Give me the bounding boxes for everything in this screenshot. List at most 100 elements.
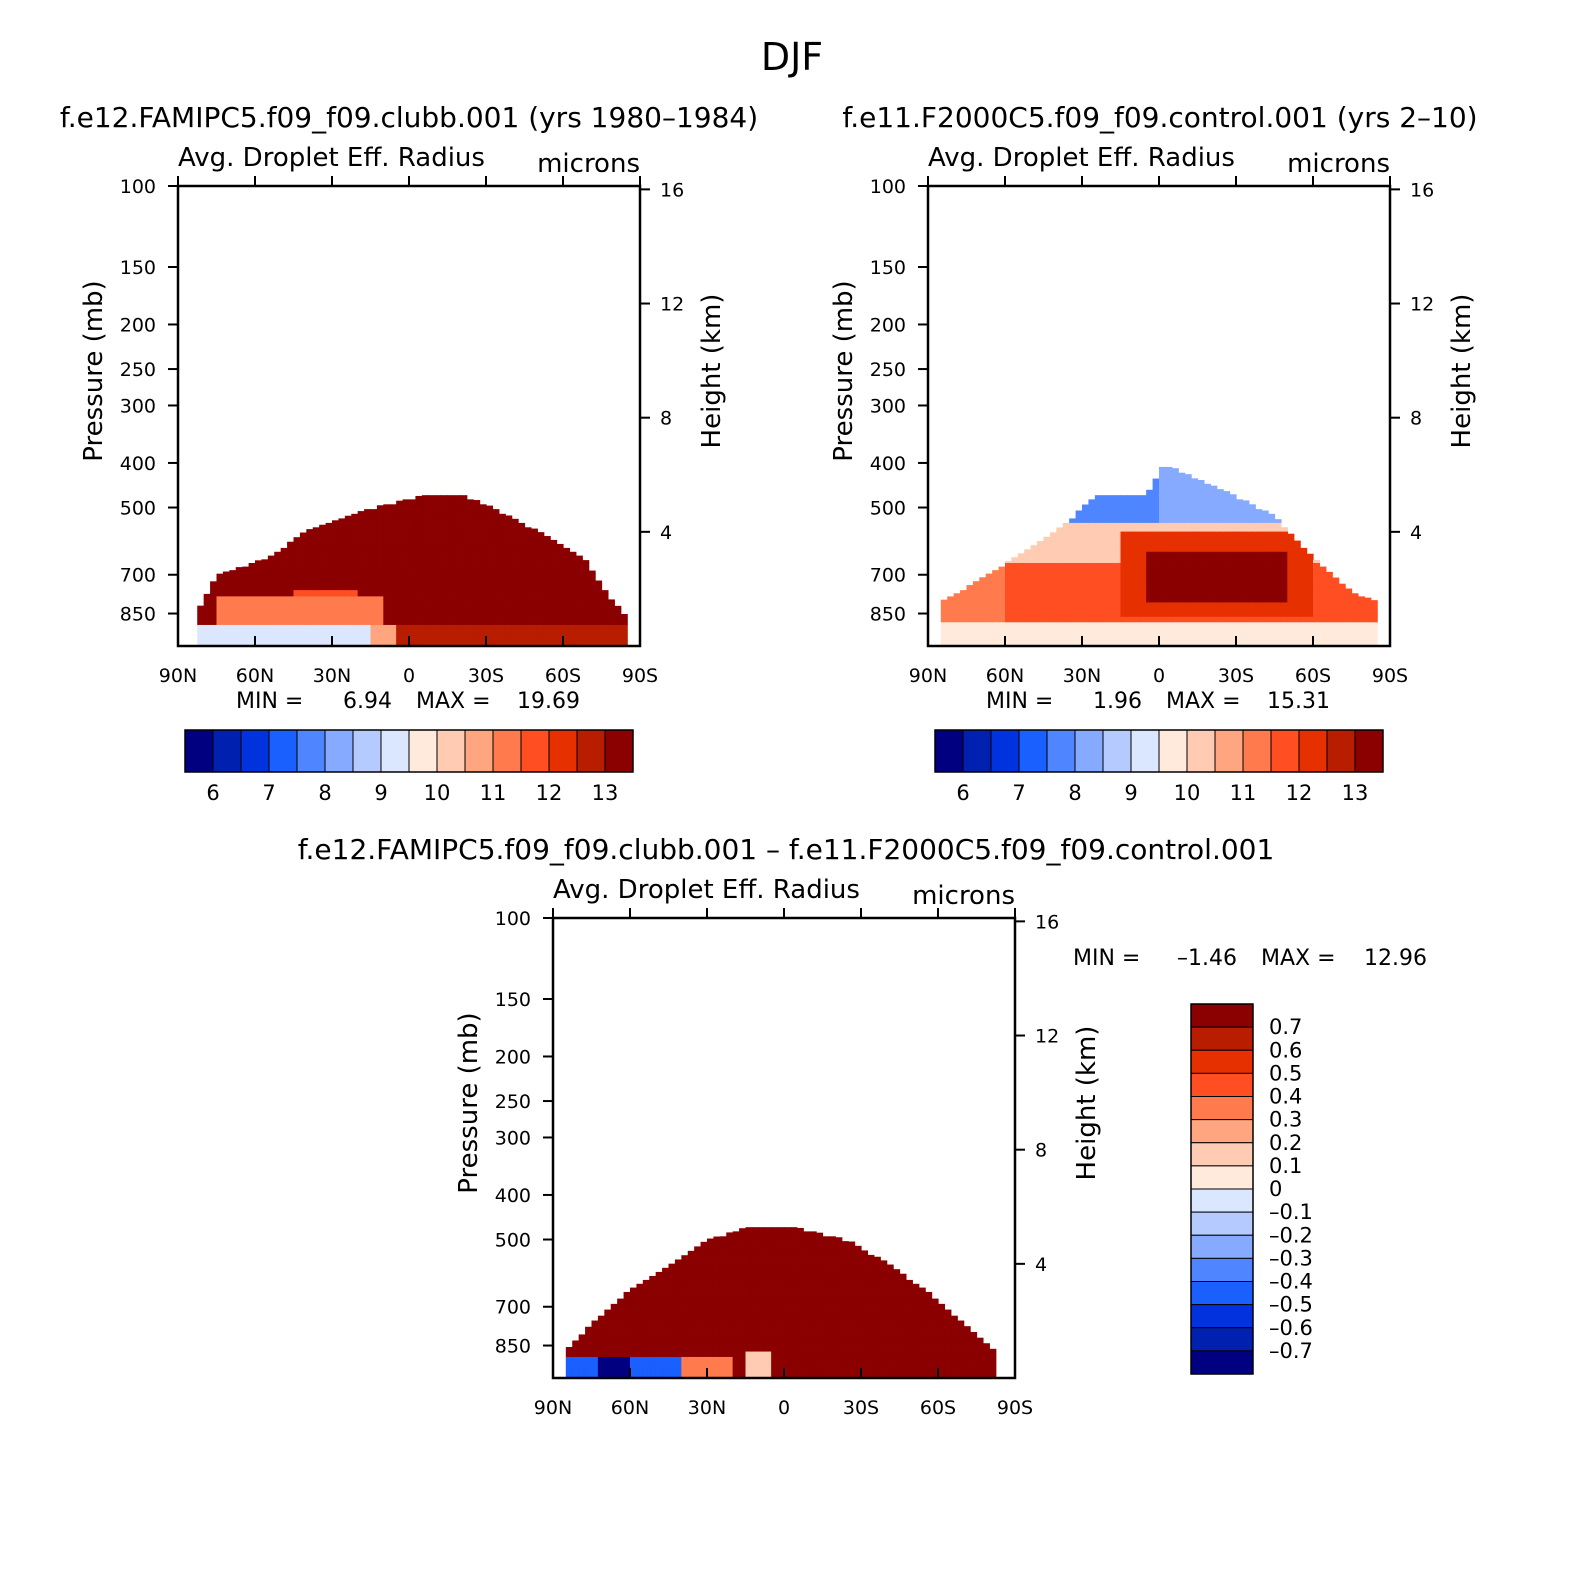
field-cell xyxy=(235,637,243,641)
colorbar-box xyxy=(1158,729,1188,773)
field-cell xyxy=(409,590,417,594)
field-cell xyxy=(1159,630,1167,634)
field-cell xyxy=(1069,551,1077,557)
field-cell xyxy=(1107,580,1115,585)
field-cell xyxy=(1082,599,1090,604)
field-cell xyxy=(242,593,250,597)
field-cell xyxy=(453,611,461,615)
field-cell xyxy=(972,590,980,594)
field-cell xyxy=(563,616,571,621)
field-cell xyxy=(1313,622,1321,626)
field-cell xyxy=(434,555,442,560)
field-cell xyxy=(1101,573,1109,578)
colorbar-box xyxy=(548,729,578,773)
field-cell xyxy=(364,580,372,585)
field-cell xyxy=(1255,551,1263,557)
field-cell xyxy=(1223,535,1231,541)
field-cell xyxy=(1268,513,1276,520)
field-cell xyxy=(1062,599,1070,604)
field-cell xyxy=(299,586,307,591)
field-cell xyxy=(479,527,487,533)
field-cell xyxy=(235,605,243,609)
field-cell xyxy=(550,635,558,639)
field-cell xyxy=(563,608,571,612)
field-cell xyxy=(565,1367,573,1371)
field-cell xyxy=(1210,504,1218,510)
field-cell xyxy=(1364,597,1372,601)
field-cell xyxy=(402,513,410,520)
x-tick-label: 90S xyxy=(622,665,658,687)
field-cell xyxy=(1210,599,1218,604)
field-cell xyxy=(376,614,384,618)
field-cell xyxy=(492,559,500,564)
field-layer xyxy=(197,495,628,646)
field-cell xyxy=(947,616,955,621)
height-tick-label: 12 xyxy=(660,294,684,316)
field-cell xyxy=(287,583,295,588)
field-cell xyxy=(466,583,474,588)
field-cell xyxy=(1152,632,1160,636)
field-cell xyxy=(960,637,968,641)
field-cell xyxy=(1126,616,1134,621)
field-cell xyxy=(1152,489,1160,495)
field-cell xyxy=(556,622,564,626)
field-cell xyxy=(966,635,974,639)
field-cell xyxy=(203,608,211,612)
y-tick-label: 300 xyxy=(870,395,906,417)
field-cell xyxy=(998,593,1006,597)
field-cell xyxy=(332,614,340,618)
field-cell xyxy=(325,522,333,528)
field-cell xyxy=(1287,570,1295,575)
field-cell xyxy=(1319,616,1327,621)
field-cell xyxy=(1088,640,1096,644)
field-cell xyxy=(985,619,993,623)
field-cell xyxy=(434,509,442,515)
field-cell xyxy=(607,602,615,606)
field-cell xyxy=(1178,539,1186,545)
field-cell xyxy=(1049,543,1057,549)
field-cell xyxy=(1236,632,1244,636)
field-cell xyxy=(364,619,372,623)
field-cell xyxy=(1069,622,1077,626)
field-cell xyxy=(1075,590,1083,594)
field-cell xyxy=(556,635,564,639)
field-cell xyxy=(578,1364,586,1368)
field-cell xyxy=(1216,616,1224,621)
field-cell xyxy=(306,547,314,553)
field-cell xyxy=(1075,619,1083,623)
field-cell xyxy=(1255,616,1263,621)
field-cell xyxy=(1268,543,1276,549)
field-cell xyxy=(453,602,461,606)
field-cell xyxy=(1306,566,1314,571)
field-cell xyxy=(319,599,327,604)
field-cell xyxy=(498,547,506,553)
field-cell xyxy=(1159,632,1167,636)
field-cell xyxy=(473,602,481,606)
field-cell xyxy=(1280,566,1288,571)
field-cell xyxy=(1287,539,1295,545)
field-cell xyxy=(447,495,455,500)
field-cell xyxy=(344,547,352,553)
field-cell xyxy=(409,593,417,597)
field-cell xyxy=(396,518,404,524)
field-cell xyxy=(1094,627,1102,631)
field-cell xyxy=(357,627,365,631)
field-cell xyxy=(421,499,429,505)
field-cell xyxy=(1287,630,1295,634)
field-cell xyxy=(466,513,474,520)
field-cell xyxy=(357,616,365,621)
field-cell xyxy=(1146,630,1154,634)
field-cell xyxy=(1236,627,1244,631)
field-cell xyxy=(299,562,307,568)
field-cell xyxy=(1094,531,1102,537)
field-cell xyxy=(1005,637,1013,641)
field-cell xyxy=(1242,632,1250,636)
field-cell xyxy=(1313,640,1321,644)
field-cell xyxy=(1159,596,1167,601)
field-cell xyxy=(1197,543,1205,549)
field-cell xyxy=(402,547,410,553)
field-cell xyxy=(460,605,468,609)
field-cell xyxy=(274,622,282,626)
field-cell xyxy=(312,543,320,549)
field-cell xyxy=(267,596,275,601)
